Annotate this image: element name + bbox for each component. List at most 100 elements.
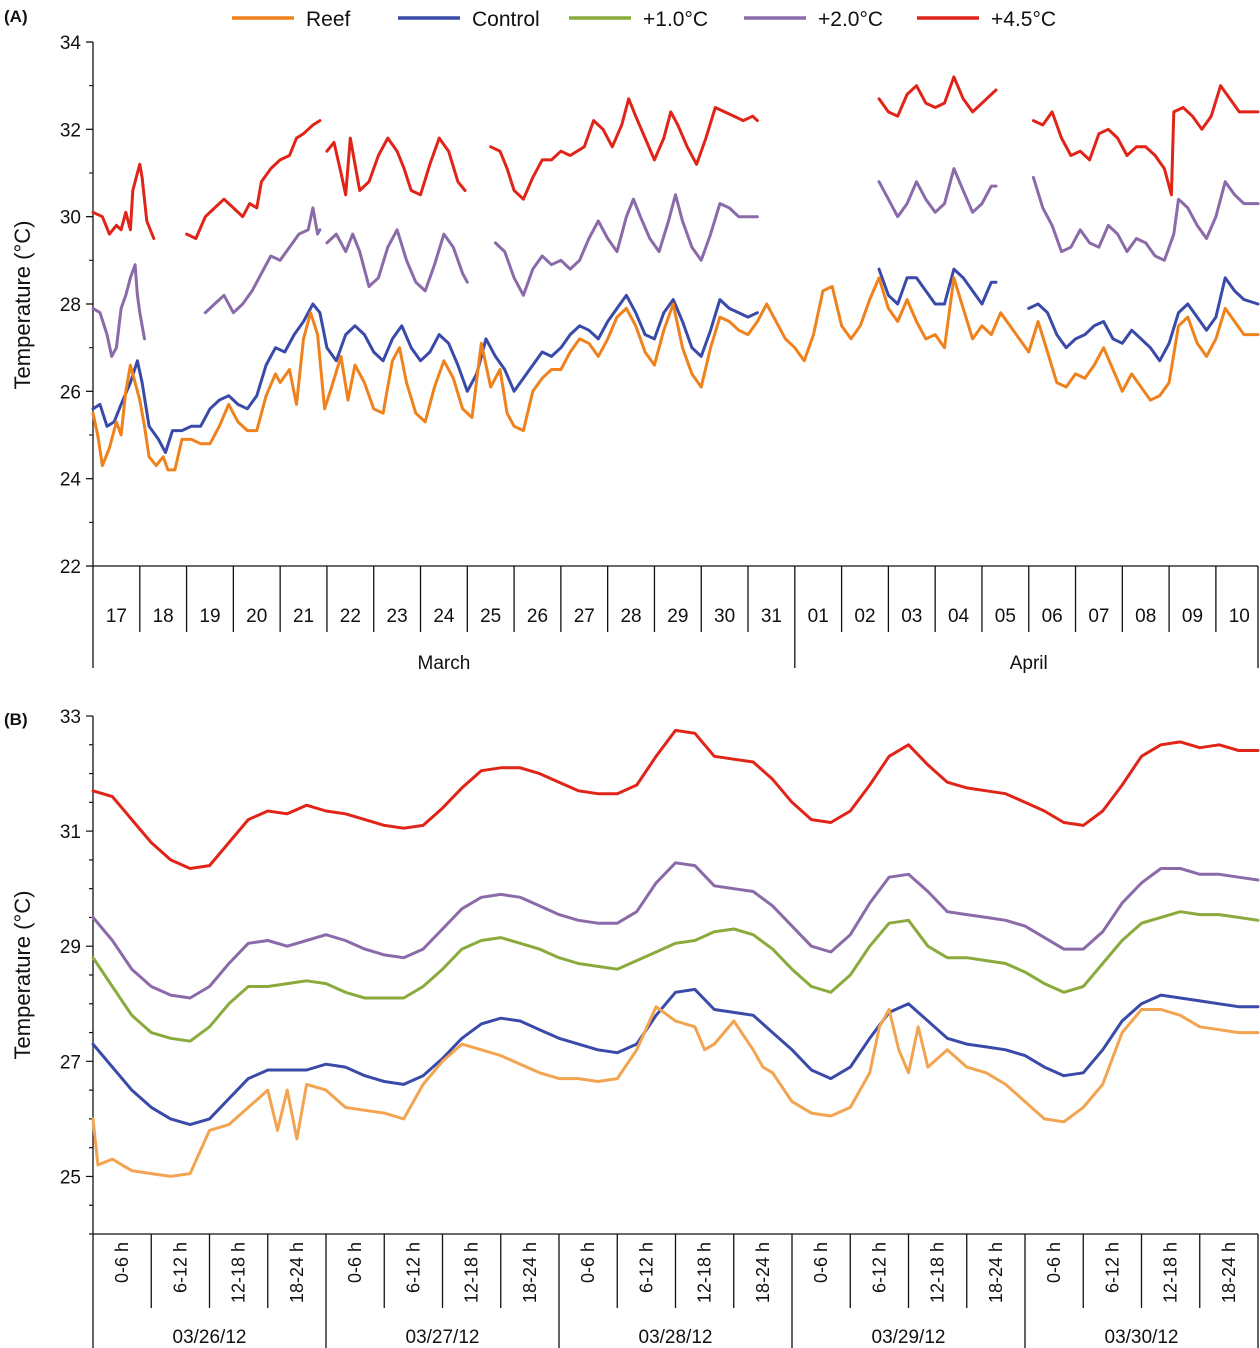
panel-b-y-axis-label: Temperature (°C) bbox=[10, 891, 35, 1060]
panel-a-series-plus-4-5-c bbox=[877, 75, 998, 118]
panel-b-bin-label: 0-6 h bbox=[112, 1242, 132, 1283]
panel-a-y-tick-label: 24 bbox=[60, 470, 82, 491]
panel-a-day-label: 08 bbox=[1135, 606, 1156, 627]
panel-b-series-plus-2-0-c bbox=[91, 861, 1260, 1000]
panel-a-day-label: 07 bbox=[1088, 606, 1109, 627]
panel-a-series-plus-4-5-c bbox=[91, 162, 156, 240]
panel-a-month-label: March bbox=[418, 653, 471, 674]
panel-a-day-label: 26 bbox=[527, 606, 548, 627]
panel-a-day-label: 17 bbox=[106, 606, 127, 627]
panel-a-day-label: 05 bbox=[995, 606, 1016, 627]
panel-a-day-label: 03 bbox=[901, 606, 922, 627]
panel-a-y-tick-label: 34 bbox=[60, 33, 82, 54]
panel-a-day-label: 19 bbox=[199, 606, 220, 627]
panel-b-bin-label: 12-18 h bbox=[695, 1242, 715, 1303]
panel-a-day-label: 20 bbox=[246, 606, 267, 627]
panel-b-bin-label: 6-12 h bbox=[403, 1242, 423, 1293]
panel-a-series-plus-2-0-c bbox=[91, 263, 146, 358]
panel-b-series-plus-1-0-c bbox=[91, 910, 1260, 1043]
panel-a-series-plus-4-5-c bbox=[1031, 84, 1260, 197]
panel-a-series-plus-4-5-c bbox=[325, 136, 467, 197]
panel-b-date-label: 03/30/12 bbox=[1105, 1327, 1179, 1348]
panel-b-bin-label: 0-6 h bbox=[578, 1242, 598, 1283]
panel-b-date-label: 03/26/12 bbox=[173, 1327, 247, 1348]
panel-a-day-label: 21 bbox=[293, 606, 314, 627]
panel-b-date-label: 03/29/12 bbox=[872, 1327, 946, 1348]
panel-a-day-label: 10 bbox=[1229, 606, 1250, 627]
panel-b-bin-label: 0-6 h bbox=[811, 1242, 831, 1283]
panel-b-bin-label: 6-12 h bbox=[636, 1242, 656, 1293]
panel-a-y-tick-label: 28 bbox=[60, 295, 81, 316]
panel-a-y-axis-label: Temperature (°C) bbox=[10, 221, 35, 390]
panel-a: (A) Temperature (°C) 22 24 26 28 30 32 34 17 18 1… bbox=[4, 7, 1260, 674]
panel-b-bin-label: 18-24 h bbox=[287, 1242, 307, 1303]
panel-a-day-label: 09 bbox=[1182, 606, 1203, 627]
panel-b-bin-label: 0-6 h bbox=[345, 1242, 365, 1283]
legend-label-reef: Reef bbox=[306, 8, 351, 31]
panel-b-bin-label: 12-18 h bbox=[229, 1242, 249, 1303]
panel-a-day-label: 27 bbox=[574, 606, 595, 627]
panel-a-day-label: 23 bbox=[387, 606, 408, 627]
panel-b-date-label: 03/28/12 bbox=[639, 1327, 713, 1348]
panel-b-y-tick-label: 31 bbox=[60, 822, 81, 843]
panel-b-bin-label: 0-6 h bbox=[1044, 1242, 1064, 1283]
panel-b-bin-label: 12-18 h bbox=[928, 1242, 948, 1303]
panel-a-series-plus-4-5-c bbox=[489, 97, 759, 201]
panel-b-series bbox=[91, 728, 1260, 1178]
panel-b-bin-label: 18-24 h bbox=[986, 1242, 1006, 1303]
panel-b-series-control bbox=[91, 987, 1260, 1127]
panel-b-bin-label: 6-12 h bbox=[869, 1242, 889, 1293]
panel-b-y-tick-label: 29 bbox=[60, 937, 81, 958]
legend-label-plus-1-0-c: +1.0°C bbox=[643, 8, 708, 31]
panel-a-day-label: 18 bbox=[153, 606, 174, 627]
panel-a-series-plus-2-0-c bbox=[325, 228, 469, 293]
panel-b-series-reef bbox=[91, 1005, 1260, 1178]
legend-label-plus-2-0-c: +2.0°C bbox=[818, 8, 883, 31]
panel-b-series-plus-4-5-c bbox=[91, 728, 1260, 870]
panel-a-series-control bbox=[877, 267, 998, 306]
panel-b-axes: 25 27 29 31 33 0-6 h 6-12 h 12-18 h 18-24 h 0-6 h… bbox=[60, 707, 1259, 1348]
panel-b-y-tick-label: 33 bbox=[60, 707, 81, 728]
panel-a-series-control bbox=[1027, 276, 1260, 363]
panel-b-y-tick-label: 25 bbox=[60, 1167, 81, 1188]
panel-a-day-label: 30 bbox=[714, 606, 735, 627]
panel-b-bin-label: 18-24 h bbox=[753, 1242, 773, 1303]
panel-a-day-label: 04 bbox=[948, 606, 970, 627]
legend: Reef Control +1.0°C +2.0°C +4.5°C bbox=[232, 8, 1056, 31]
panel-a-series-plus-2-0-c bbox=[493, 193, 759, 297]
legend-label-plus-4-5-c: +4.5°C bbox=[991, 8, 1056, 31]
panel-a-axes: 22 24 26 28 30 32 34 17 18 19 20 21 22 23 24 25 26 27 28 29… bbox=[60, 33, 1259, 674]
panel-a-day-label: 24 bbox=[433, 606, 455, 627]
panel-a-day-label: 01 bbox=[808, 606, 829, 627]
panel-b-bin-label: 12-18 h bbox=[1161, 1242, 1181, 1303]
panel-a-month-label: April bbox=[1010, 653, 1048, 674]
panel-a-day-label: 06 bbox=[1042, 606, 1063, 627]
panel-a-series-reef bbox=[91, 276, 1260, 472]
panel-a-y-tick-label: 32 bbox=[60, 120, 81, 141]
panel-a-day-label: 25 bbox=[480, 606, 501, 627]
panel-b-bin-label: 18-24 h bbox=[1219, 1242, 1239, 1303]
panel-a-series-plus-2-0-c bbox=[203, 206, 322, 315]
panel-a-series-plus-2-0-c bbox=[877, 167, 998, 219]
panel-b-bin-label: 18-24 h bbox=[520, 1242, 540, 1303]
panel-a-series-control bbox=[91, 293, 759, 454]
panel-b-date-label: 03/27/12 bbox=[406, 1327, 480, 1348]
panel-a-y-tick-label: 30 bbox=[60, 208, 81, 229]
panel-b-bin-label: 6-12 h bbox=[1102, 1242, 1122, 1293]
legend-label-control: Control bbox=[472, 8, 540, 31]
panel-a-y-tick-label: 26 bbox=[60, 382, 81, 403]
panel-a-label: (A) bbox=[4, 7, 28, 26]
panel-a-y-tick-label: 22 bbox=[60, 557, 81, 578]
panel-a-day-label: 28 bbox=[620, 606, 641, 627]
panel-b-y-tick-label: 27 bbox=[60, 1052, 81, 1073]
panel-b: (B) Temperature (°C) 25 27 29 31 33 0-6 h 6-12… bbox=[4, 707, 1260, 1348]
panel-b-label: (B) bbox=[4, 710, 28, 729]
panel-a-series-plus-2-0-c bbox=[1031, 175, 1260, 262]
panel-a-series bbox=[91, 75, 1260, 472]
panel-b-bin-label: 12-18 h bbox=[462, 1242, 482, 1303]
panel-a-day-label: 29 bbox=[667, 606, 688, 627]
panel-a-series-plus-4-5-c bbox=[185, 119, 322, 240]
panel-a-day-label: 31 bbox=[761, 606, 782, 627]
panel-b-bin-label: 6-12 h bbox=[170, 1242, 190, 1293]
